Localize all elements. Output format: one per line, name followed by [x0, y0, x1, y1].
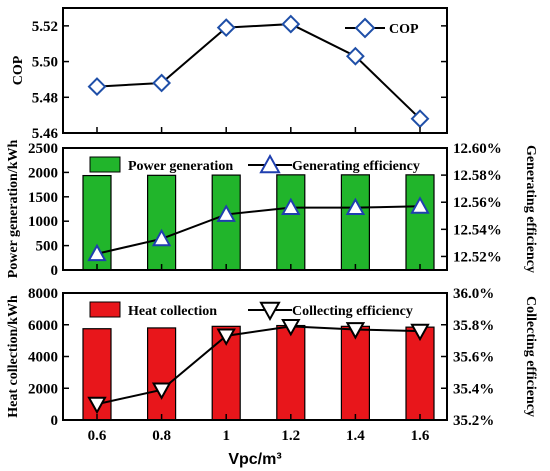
- y2-tick-label: 35.6%: [453, 350, 494, 366]
- x-axis-label: Vpc/m³: [228, 451, 281, 468]
- bar: [340, 174, 370, 271]
- y-tick-label: 500: [36, 239, 59, 255]
- y-axis-title: COP: [11, 55, 26, 85]
- y2-tick-label: 12.58%: [453, 168, 502, 184]
- legend-swatch: [89, 156, 121, 173]
- data-point: [87, 243, 107, 262]
- y-tick-label: 8000: [28, 286, 58, 302]
- bar: [276, 174, 306, 271]
- x-tick-label: 1: [222, 428, 230, 444]
- data-point: [87, 396, 107, 415]
- chart-panel-2: 0 500 1000 1500 2000 2500 12.52% 12.54% 12.56% 12…: [6, 140, 538, 279]
- bar: [340, 325, 370, 421]
- data-point: [345, 322, 366, 340]
- y-axis-title: Heat collection/kWh: [6, 295, 21, 418]
- y2-tick-label: 12.52%: [453, 249, 502, 265]
- y2-axis-title: Generating efficiency: [523, 145, 538, 273]
- legend-label: Generating efficiency: [292, 159, 420, 174]
- bar: [147, 327, 177, 421]
- y2-tick-label: 35.2%: [453, 413, 494, 429]
- bar: [147, 174, 177, 271]
- legend-marker: [259, 301, 281, 322]
- x-tick-label: 1.4: [346, 428, 365, 444]
- data-point: [281, 197, 301, 216]
- y-tick-label: 2500: [28, 141, 58, 157]
- bar: [405, 174, 435, 271]
- plot-frame: [62, 147, 448, 271]
- legend-swatch: [89, 301, 121, 318]
- data-point: [151, 228, 172, 247]
- y-tick-label: 2000: [28, 381, 58, 397]
- y-tick-label: 5.48: [32, 90, 58, 106]
- y2-axis-title: Collecting efficiency: [523, 296, 538, 417]
- y-tick-label: 5.50: [32, 55, 58, 71]
- y2-tick-label: 36.0%: [453, 286, 494, 302]
- x-tick-label: 1.2: [281, 428, 300, 444]
- chart-panel-1: 5.46 5.48 5.50 5.52 COP COP: [11, 7, 448, 142]
- y2-tick-label: 12.56%: [453, 195, 502, 211]
- data-point: [410, 109, 430, 129]
- x-tick-label: 0.8: [152, 428, 171, 444]
- y-tick-label: 5.46: [32, 126, 59, 142]
- legend-label: Power generation: [128, 159, 233, 174]
- data-point: [410, 323, 430, 342]
- legend-marker: [259, 153, 281, 174]
- y2-tick-label: 12.54%: [453, 222, 502, 238]
- y2-tick-label: 12.60%: [453, 141, 502, 157]
- data-point: [216, 18, 236, 38]
- plot-frame: [62, 292, 448, 421]
- data-point: [281, 318, 301, 337]
- y-tick-label: 0: [51, 413, 59, 429]
- series-line: [96, 325, 421, 406]
- y2-tick-label: 35.8%: [453, 318, 494, 334]
- data-point: [345, 46, 365, 66]
- y-tick-label: 0: [51, 263, 59, 279]
- y-tick-label: 6000: [28, 318, 58, 334]
- bar: [276, 324, 306, 421]
- y-tick-label: 1500: [28, 190, 58, 206]
- y-tick-label: 2000: [28, 165, 58, 181]
- data-point: [152, 73, 172, 93]
- data-point: [151, 382, 172, 400]
- x-tick-label: 1.6: [411, 428, 430, 444]
- y-axis-title: Power generation/kWh: [6, 140, 21, 279]
- data-point: [216, 204, 236, 222]
- data-point: [87, 77, 107, 96]
- series-line: [96, 23, 421, 120]
- legend-label: Heat collection: [128, 304, 217, 319]
- series-line: [96, 205, 421, 255]
- y-tick-label: 4000: [28, 350, 58, 366]
- y-tick-label: 5.52: [32, 19, 58, 35]
- legend-label: COP: [389, 22, 419, 37]
- y-tick-label: 1000: [28, 214, 58, 230]
- y2-tick-label: 35.4%: [453, 381, 494, 397]
- legend-marker: [354, 17, 376, 39]
- data-point: [216, 328, 236, 346]
- data-point: [281, 14, 301, 34]
- x-tick-label: 0.6: [88, 428, 107, 444]
- data-point: [345, 197, 366, 216]
- plot-frame: [62, 7, 448, 134]
- bar: [211, 174, 241, 271]
- data-point: [410, 196, 430, 214]
- legend-label: Collecting efficiency: [292, 304, 413, 319]
- chart-panel-3: 0 2000 4000 6000 8000 35.2% 35.4% 35.6% 35.8% 36.…: [6, 286, 538, 444]
